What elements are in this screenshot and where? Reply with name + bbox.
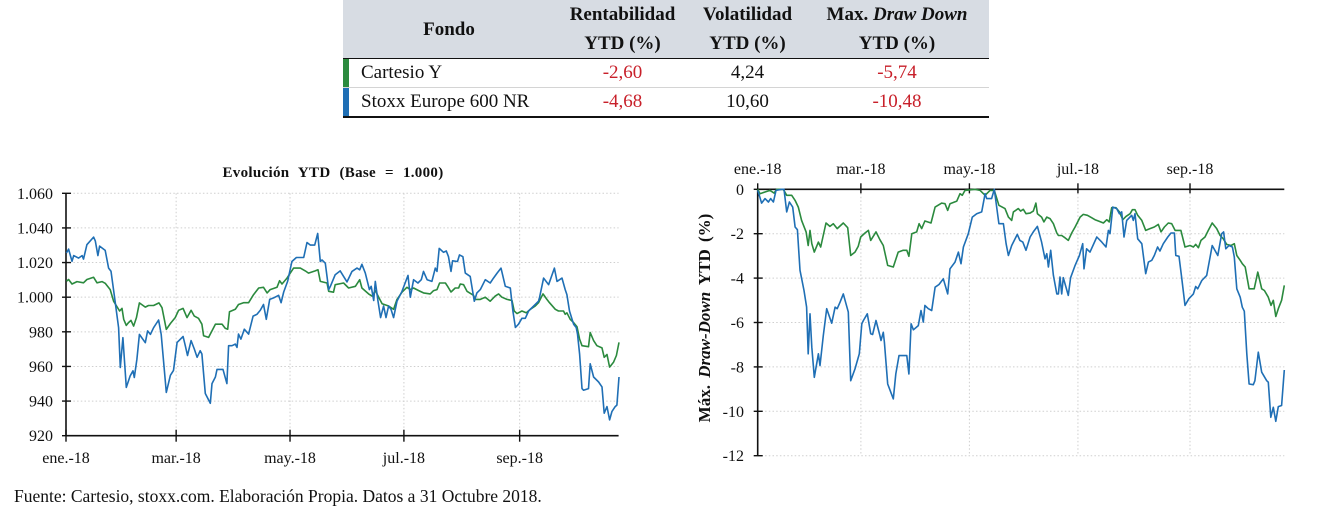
max-drawdown-ytd: -10,48: [805, 87, 989, 118]
header-return: Rentabilidad YTD (%): [555, 0, 690, 59]
return-ytd: -4,68: [555, 87, 690, 118]
fund-name: Cartesio Y: [361, 62, 443, 83]
header-drawdown-line2: YTD (%): [858, 33, 936, 54]
series-color-marker: [343, 59, 349, 87]
y-tick-label: 1.060: [17, 186, 53, 203]
header-drawdown-line1: Max. Draw Down: [805, 0, 989, 29]
table-row: Cartesio Y -2,60 4,24 -5,74: [343, 58, 989, 88]
table-row: Stoxx Europe 600 NR -4,68 10,60 -10,48: [343, 87, 989, 118]
header-volatility-line2: YTD (%): [709, 33, 786, 54]
x-tick-label: sep.-18: [1167, 161, 1214, 178]
axes: 0 -2 -4 -6 -8 -10 -12 ene.-18 mar.-18 may.-18 jul.…: [723, 161, 1285, 465]
axes: 920 940 960 980 1.000 1.020 1.040 1.060 ene.-18 m…: [17, 186, 619, 467]
x-tick-label: jul.-18: [382, 450, 425, 467]
header-drawdown-italic: Draw Down: [872, 4, 968, 25]
fund-name-cell: Stoxx Europe 600 NR: [343, 87, 555, 118]
series-lines: [65, 232, 620, 421]
x-tick-label: ene.-18: [734, 161, 782, 178]
max-drawdown-ytd: -5,74: [805, 58, 989, 88]
x-tick-label: ene.-18: [42, 450, 90, 467]
gridlines: [66, 192, 619, 436]
series-line-stoxx-europe-600-nr: [756, 188, 1286, 423]
y-axis-label-suffix: YTD (%): [695, 214, 714, 285]
chart-title: Evolución YTD (Base = 1.000): [223, 165, 444, 181]
x-tick-label: may.-18: [264, 450, 316, 467]
header-volatility-line1: Volatilidad: [702, 4, 793, 25]
table-header-row: Fondo Rentabilidad YTD (%) Volatilidad Y…: [343, 0, 989, 59]
header-return-line2: YTD (%): [584, 33, 661, 54]
y-tick-label: -8: [731, 359, 744, 376]
header-drawdown-prefix: Max.: [826, 4, 869, 25]
series-color-marker: [343, 88, 349, 116]
header-volatility: Volatilidad YTD (%): [690, 0, 805, 59]
y-tick-label: -4: [731, 271, 744, 288]
volatility-ytd: 10,60: [690, 87, 805, 118]
x-tick-label: mar.-18: [836, 161, 885, 178]
y-axis-label: Máx. Draw-Down YTD (%): [695, 214, 714, 423]
x-tick-label: jul.-18: [1056, 161, 1099, 178]
series-line-cartesio-y: [756, 188, 1286, 318]
x-tick-label: mar.-18: [151, 450, 200, 467]
fund-name: Stoxx Europe 600 NR: [361, 91, 530, 112]
x-tick-label: may.-18: [943, 161, 995, 178]
max-drawdown-chart: Máx. Draw-Down YTD (%) 0 -2 -4 -6 -8 -10 -12 en…: [695, 161, 1286, 465]
volatility-ytd: 4,24: [690, 58, 805, 88]
y-tick-label: 1.020: [17, 255, 53, 272]
y-tick-label: 940: [29, 394, 53, 411]
y-tick-label: 1.040: [17, 220, 53, 237]
y-tick-label: 920: [29, 428, 53, 445]
y-tick-label: -10: [723, 404, 744, 421]
source-footnote: Fuente: Cartesio, stoxx.com. Elaboración…: [14, 486, 542, 506]
y-tick-label: 1.000: [17, 290, 53, 307]
y-tick-label: 980: [29, 324, 53, 341]
header-return-line1: Rentabilidad: [569, 4, 676, 25]
header-fund-label: Fondo: [423, 18, 475, 40]
y-axis-label-prefix: Máx.: [695, 385, 714, 422]
y-tick-label: 960: [29, 359, 53, 376]
series-line-stoxx-europe-600-nr: [65, 232, 620, 421]
performance-table: Fondo Rentabilidad YTD (%) Volatilidad Y…: [343, 0, 989, 118]
y-tick-label: 0: [736, 182, 744, 199]
evolution-ytd-chart: Evolución YTD (Base = 1.000) 920 940 960 98…: [17, 165, 620, 467]
y-axis-label-italic: Draw-Down: [695, 292, 714, 379]
y-tick-label: -6: [731, 315, 744, 332]
y-tick-label: -12: [723, 448, 744, 465]
series-line-cartesio-y: [65, 267, 620, 368]
series-lines: [756, 188, 1286, 423]
header-fund: Fondo: [343, 0, 555, 59]
return-ytd: -2,60: [555, 58, 690, 88]
header-max-drawdown: Max. Draw Down YTD (%): [805, 0, 989, 59]
fund-name-cell: Cartesio Y: [343, 58, 555, 88]
gridlines: [757, 189, 1285, 457]
x-tick-label: sep.-18: [496, 450, 543, 467]
y-tick-label: -2: [731, 226, 744, 243]
